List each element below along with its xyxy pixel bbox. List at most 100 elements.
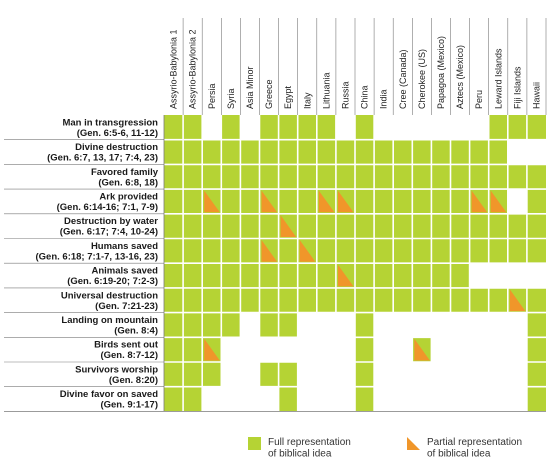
full-cell	[316, 139, 336, 165]
full-cell	[183, 213, 203, 239]
full-cell	[164, 213, 184, 239]
full-cell	[335, 287, 355, 313]
row-label: Animals saved	[91, 266, 158, 277]
full-cell	[240, 238, 260, 264]
full-cell	[183, 164, 203, 190]
full-cell	[164, 287, 184, 313]
full-cell	[374, 263, 394, 288]
full-cell	[297, 287, 317, 313]
full-cell	[297, 115, 317, 140]
full-cell	[164, 263, 184, 288]
full-cell	[374, 287, 394, 313]
full-cell	[526, 238, 546, 264]
full-cell	[526, 337, 546, 362]
full-cell	[278, 362, 298, 387]
full-cell	[164, 115, 184, 140]
full-cell	[259, 164, 279, 190]
full-cell	[183, 263, 203, 288]
full-cell	[526, 362, 546, 387]
full-cell	[259, 115, 279, 140]
partial-triangle	[318, 190, 335, 213]
full-cell	[431, 287, 451, 313]
full-cell	[202, 164, 222, 190]
full-cell	[412, 263, 432, 288]
row-label: Ark provided	[99, 191, 158, 202]
column-label: Fiji Islands	[512, 66, 522, 109]
full-cell	[335, 139, 355, 165]
full-cell	[202, 287, 222, 313]
column-label: Persia	[207, 83, 217, 109]
full-cell	[469, 164, 489, 190]
row-label: Humans saved	[91, 241, 158, 252]
column-label: Aztecs (Mexico)	[455, 45, 465, 109]
full-cell	[316, 263, 336, 288]
full-cell	[393, 164, 413, 190]
full-cell	[450, 238, 470, 264]
row-label: Universal destruction	[61, 290, 158, 301]
full-cell	[393, 139, 413, 165]
full-cell	[393, 238, 413, 264]
full-cell	[431, 263, 451, 288]
full-cell	[316, 238, 336, 264]
row-label: Favored family	[91, 167, 159, 178]
full-cell	[297, 189, 317, 214]
full-cell	[202, 263, 222, 288]
row-label: Birds sent out	[94, 340, 159, 351]
legend-label: of biblical idea	[427, 449, 491, 460]
full-cell	[221, 287, 241, 313]
full-cell	[164, 362, 184, 387]
full-cell	[164, 386, 184, 412]
full-cell	[526, 287, 546, 313]
full-cell	[240, 263, 260, 288]
column-label: Cree (Canada)	[398, 49, 408, 109]
row-label: Landing on mountain	[61, 315, 158, 326]
partial-triangle	[509, 289, 526, 312]
full-cell	[164, 238, 184, 264]
row-label: Destruction by water	[64, 216, 158, 227]
full-cell	[526, 213, 546, 239]
full-cell	[488, 213, 508, 239]
full-cell	[431, 139, 451, 165]
column-label: Syria	[226, 88, 236, 109]
full-cell	[450, 263, 470, 288]
full-cell	[469, 139, 489, 165]
full-cell	[278, 189, 298, 214]
full-cell	[488, 287, 508, 313]
full-cell	[393, 213, 413, 239]
full-cell	[507, 164, 527, 190]
full-cell	[221, 213, 241, 239]
full-cell	[393, 263, 413, 288]
partial-triangle	[261, 240, 278, 262]
full-cell	[412, 139, 432, 165]
full-cell	[259, 139, 279, 165]
row-label: (Gen. 6:7, 13, 17; 7:4, 23)	[47, 153, 158, 164]
full-cell	[221, 238, 241, 264]
full-cell	[412, 213, 432, 239]
full-cell	[488, 139, 508, 165]
full-cell	[316, 164, 336, 190]
full-cell	[431, 164, 451, 190]
partial-triangle	[204, 338, 220, 361]
full-cell	[183, 312, 203, 338]
row-label: (Gen. 8:20)	[109, 375, 158, 386]
full-cell	[259, 287, 279, 313]
row-label: (Gen. 6:8, 18)	[98, 177, 158, 188]
partial-triangle	[471, 190, 488, 213]
column-label: Peru	[474, 90, 484, 109]
full-cell	[164, 139, 184, 165]
full-cell	[431, 189, 451, 214]
full-cell	[450, 139, 470, 165]
full-cell	[183, 238, 203, 264]
row-label: (Gen. 6:14-16; 7:1, 7-9)	[57, 202, 158, 213]
full-cell	[355, 386, 375, 412]
full-cell	[526, 386, 546, 412]
full-cell	[183, 337, 203, 362]
full-cell	[240, 189, 260, 214]
partial-triangle	[261, 190, 278, 213]
column-label: Lithuania	[321, 72, 331, 109]
full-cell	[183, 115, 203, 140]
row-label: Survivors worship	[75, 364, 158, 375]
partial-triangle	[337, 264, 354, 287]
full-cell	[278, 287, 298, 313]
column-label: Papagoa (Mexico)	[436, 36, 446, 109]
